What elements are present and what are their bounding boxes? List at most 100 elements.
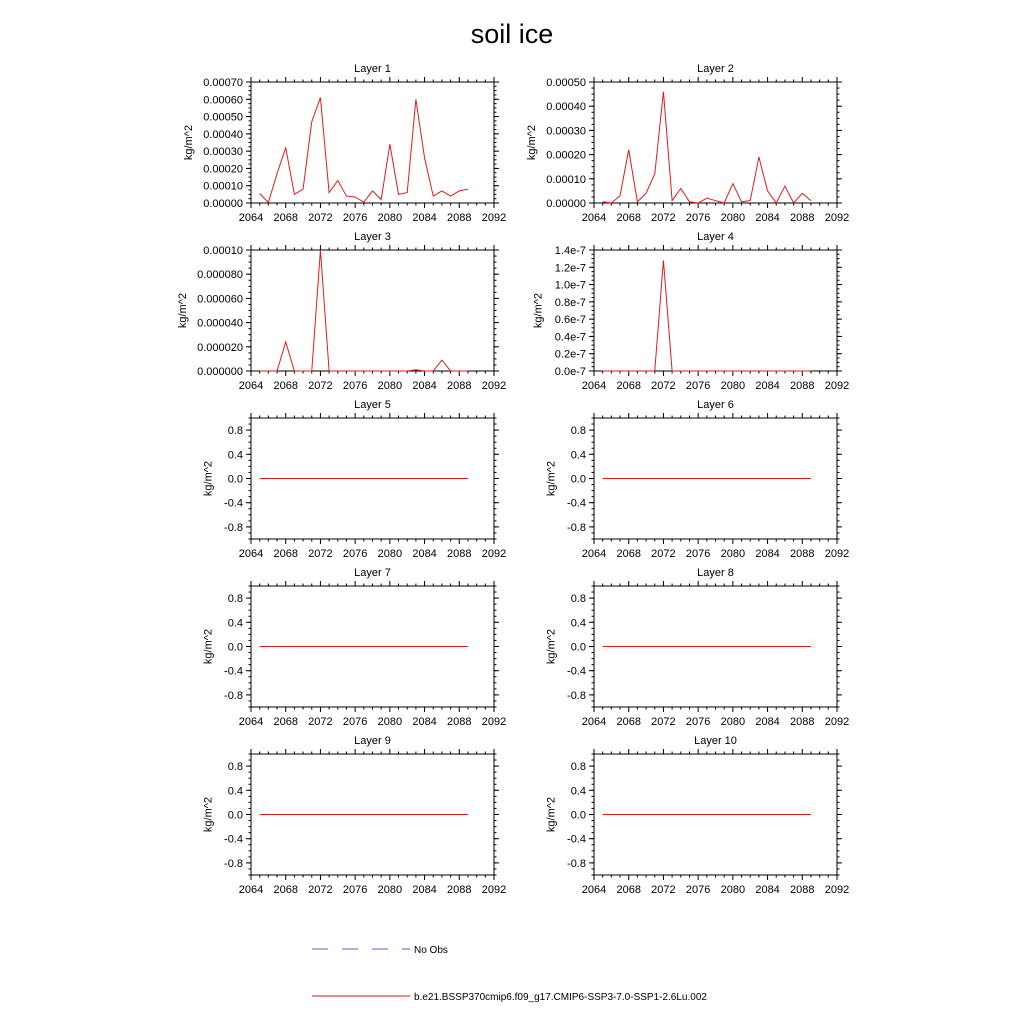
x-tick-label: 2068 [273,884,297,896]
y-axis-label: kg/m^2 [526,125,538,160]
x-tick-label: 2080 [721,212,745,224]
chart-layer-10: Layer 10 2064 2068 2072 2076 2080 2084 2088 2092… [545,735,849,896]
y-tick-label: -0.4 [224,834,243,846]
y-tick-label: 0.00020 [546,150,586,162]
legend: No Obs b.e21.BSSP370cmip6.f09_g17.CMIP6-… [312,945,707,1003]
y-tick-label: 0.4 [228,449,243,461]
y-tick-label: 0.0 [571,642,586,654]
x-tick-label: 2064 [582,548,606,560]
x-tick-label: 2092 [825,884,849,896]
x-tick-label: 2076 [343,380,367,392]
y-tick-label: 0.00050 [203,112,243,124]
x-tick-label: 2068 [273,716,297,728]
y-tick-label: 0.000040 [197,318,243,330]
y-tick-label: 0.8 [571,593,586,605]
x-tick-label: 2076 [686,548,710,560]
chart-layer-5: Layer 5 2064 2068 2072 2076 2080 2084 2088 2092 -… [202,399,506,560]
y-tick-label: 1.0e-7 [555,280,586,292]
chart-layer-9: Layer 9 2064 2068 2072 2076 2080 2084 2088 2092 -… [202,735,506,896]
chart-title: Layer 2 [697,63,734,75]
x-tick-label: 2084 [412,716,436,728]
y-tick-label: -0.8 [224,858,243,870]
y-tick-label: -0.8 [224,690,243,702]
chart-title: Layer 7 [354,567,391,579]
x-tick-label: 2072 [308,212,332,224]
y-axis-label: kg/m^2 [533,293,545,328]
x-tick-label: 2064 [582,380,606,392]
x-tick-label: 2064 [239,548,263,560]
chart-layer-6: Layer 6 2064 2068 2072 2076 2080 2084 2088 2092 -… [545,399,849,560]
x-tick-label: 2076 [686,884,710,896]
chart-title: Layer 1 [354,63,391,75]
y-tick-label: 0.8 [571,761,586,773]
y-axis-label: kg/m^2 [545,797,557,832]
x-tick-label: 2088 [790,380,814,392]
x-tick-label: 2092 [482,380,506,392]
legend-item-model-run: b.e21.BSSP370cmip6.f09_g17.CMIP6-SSP3-7.… [312,992,707,1003]
y-tick-label: 0.0 [228,810,243,822]
y-tick-label: 0.8e-7 [555,297,586,309]
y-tick-label: 0.0e-7 [555,366,586,378]
y-tick-label: 0.4 [571,617,586,629]
y-tick-label: 0.8 [228,593,243,605]
y-axis-label: kg/m^2 [177,293,189,328]
y-tick-label: 0.00010 [203,245,243,257]
y-tick-label: 0.00030 [546,125,586,137]
y-tick-label: 0.00040 [203,129,243,141]
y-tick-label: 0.00000 [203,198,243,210]
y-tick-label: -0.8 [567,690,586,702]
plot-frame [250,249,495,372]
x-tick-label: 2088 [790,884,814,896]
y-tick-label: -0.4 [567,834,586,846]
chart-title: Layer 6 [697,399,734,411]
x-tick-label: 2088 [790,212,814,224]
x-tick-label: 2076 [686,716,710,728]
y-tick-label: 0.0 [228,642,243,654]
x-tick-label: 2088 [447,212,471,224]
x-tick-label: 2084 [412,548,436,560]
x-tick-label: 2084 [412,380,436,392]
x-tick-label: 2092 [482,884,506,896]
x-tick-label: 2072 [308,548,332,560]
chart-layer-1: Layer 1 2064 2068 2072 2076 2080 2084 2088 2092 0… [183,63,506,224]
x-tick-label: 2084 [412,884,436,896]
y-tick-label: 1.2e-7 [555,262,586,274]
y-tick-label: -0.8 [567,522,586,534]
x-tick-label: 2088 [447,548,471,560]
x-tick-label: 2068 [616,884,640,896]
x-tick-label: 2068 [616,380,640,392]
x-tick-label: 2072 [308,716,332,728]
y-tick-label: 0.00010 [546,174,586,186]
y-tick-label: 0.4 [571,785,586,797]
x-tick-label: 2072 [651,380,675,392]
x-tick-label: 2064 [582,212,606,224]
x-tick-label: 2072 [651,212,675,224]
x-tick-label: 2088 [447,884,471,896]
plot-frame [593,81,838,204]
chart-layer-3: Layer 3 2064 2068 2072 2076 2080 2084 2088 2092 0… [177,231,506,392]
x-tick-label: 2064 [582,884,606,896]
x-tick-label: 2084 [412,212,436,224]
series-line-layer-2 [602,91,812,204]
x-tick-label: 2072 [651,548,675,560]
chart-layer-2: Layer 2 2064 2068 2072 2076 2080 2084 2088 2092 0… [526,63,849,224]
x-tick-label: 2064 [239,716,263,728]
x-tick-label: 2068 [273,548,297,560]
y-axis-label: kg/m^2 [545,461,557,496]
x-tick-label: 2068 [616,212,640,224]
y-tick-label: -0.4 [224,666,243,678]
y-tick-label: 0.4 [228,785,243,797]
chart-title: Layer 5 [354,399,391,411]
page-title: soil ice [471,19,554,49]
y-tick-label: 0.000020 [197,342,243,354]
y-tick-label: -0.8 [567,858,586,870]
y-tick-label: 0.000060 [197,293,243,305]
x-tick-label: 2064 [239,212,263,224]
y-tick-label: -0.4 [224,498,243,510]
x-tick-label: 2068 [616,548,640,560]
y-tick-label: 0.4 [571,449,586,461]
y-tick-label: -0.4 [567,666,586,678]
legend-label-no-obs: No Obs [414,945,448,956]
legend-item-no-obs: No Obs [312,945,448,956]
series-line-layer-3 [259,249,468,372]
